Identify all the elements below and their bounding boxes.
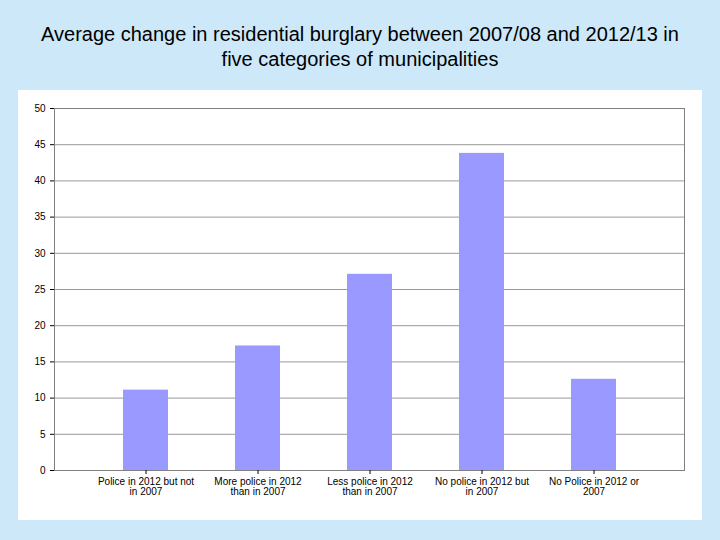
- svg-text:0: 0: [40, 465, 46, 476]
- svg-text:50: 50: [34, 103, 46, 114]
- svg-text:15: 15: [34, 356, 46, 367]
- svg-text:30: 30: [34, 248, 46, 259]
- svg-text:More police in 2012than in 200: More police in 2012than in 2007: [214, 476, 302, 497]
- svg-text:10: 10: [34, 392, 46, 403]
- svg-text:20: 20: [34, 320, 46, 331]
- svg-text:Police in 2012 but notin 2007: Police in 2012 but notin 2007: [98, 476, 194, 497]
- svg-text:Less police in 2012than in 200: Less police in 2012than in 2007: [327, 476, 413, 497]
- svg-text:35: 35: [34, 211, 46, 222]
- svg-text:No Police in 2012 or2007: No Police in 2012 or2007: [549, 476, 640, 497]
- svg-text:45: 45: [34, 139, 46, 150]
- html-text:Average change in residential: Average change in residential burglary b…: [41, 23, 679, 70]
- svg-text:5: 5: [40, 429, 46, 440]
- svg-text:40: 40: [34, 175, 46, 186]
- svg-text:25: 25: [34, 284, 46, 295]
- svg-text:No police in 2012 butin 2007: No police in 2012 butin 2007: [435, 476, 529, 497]
